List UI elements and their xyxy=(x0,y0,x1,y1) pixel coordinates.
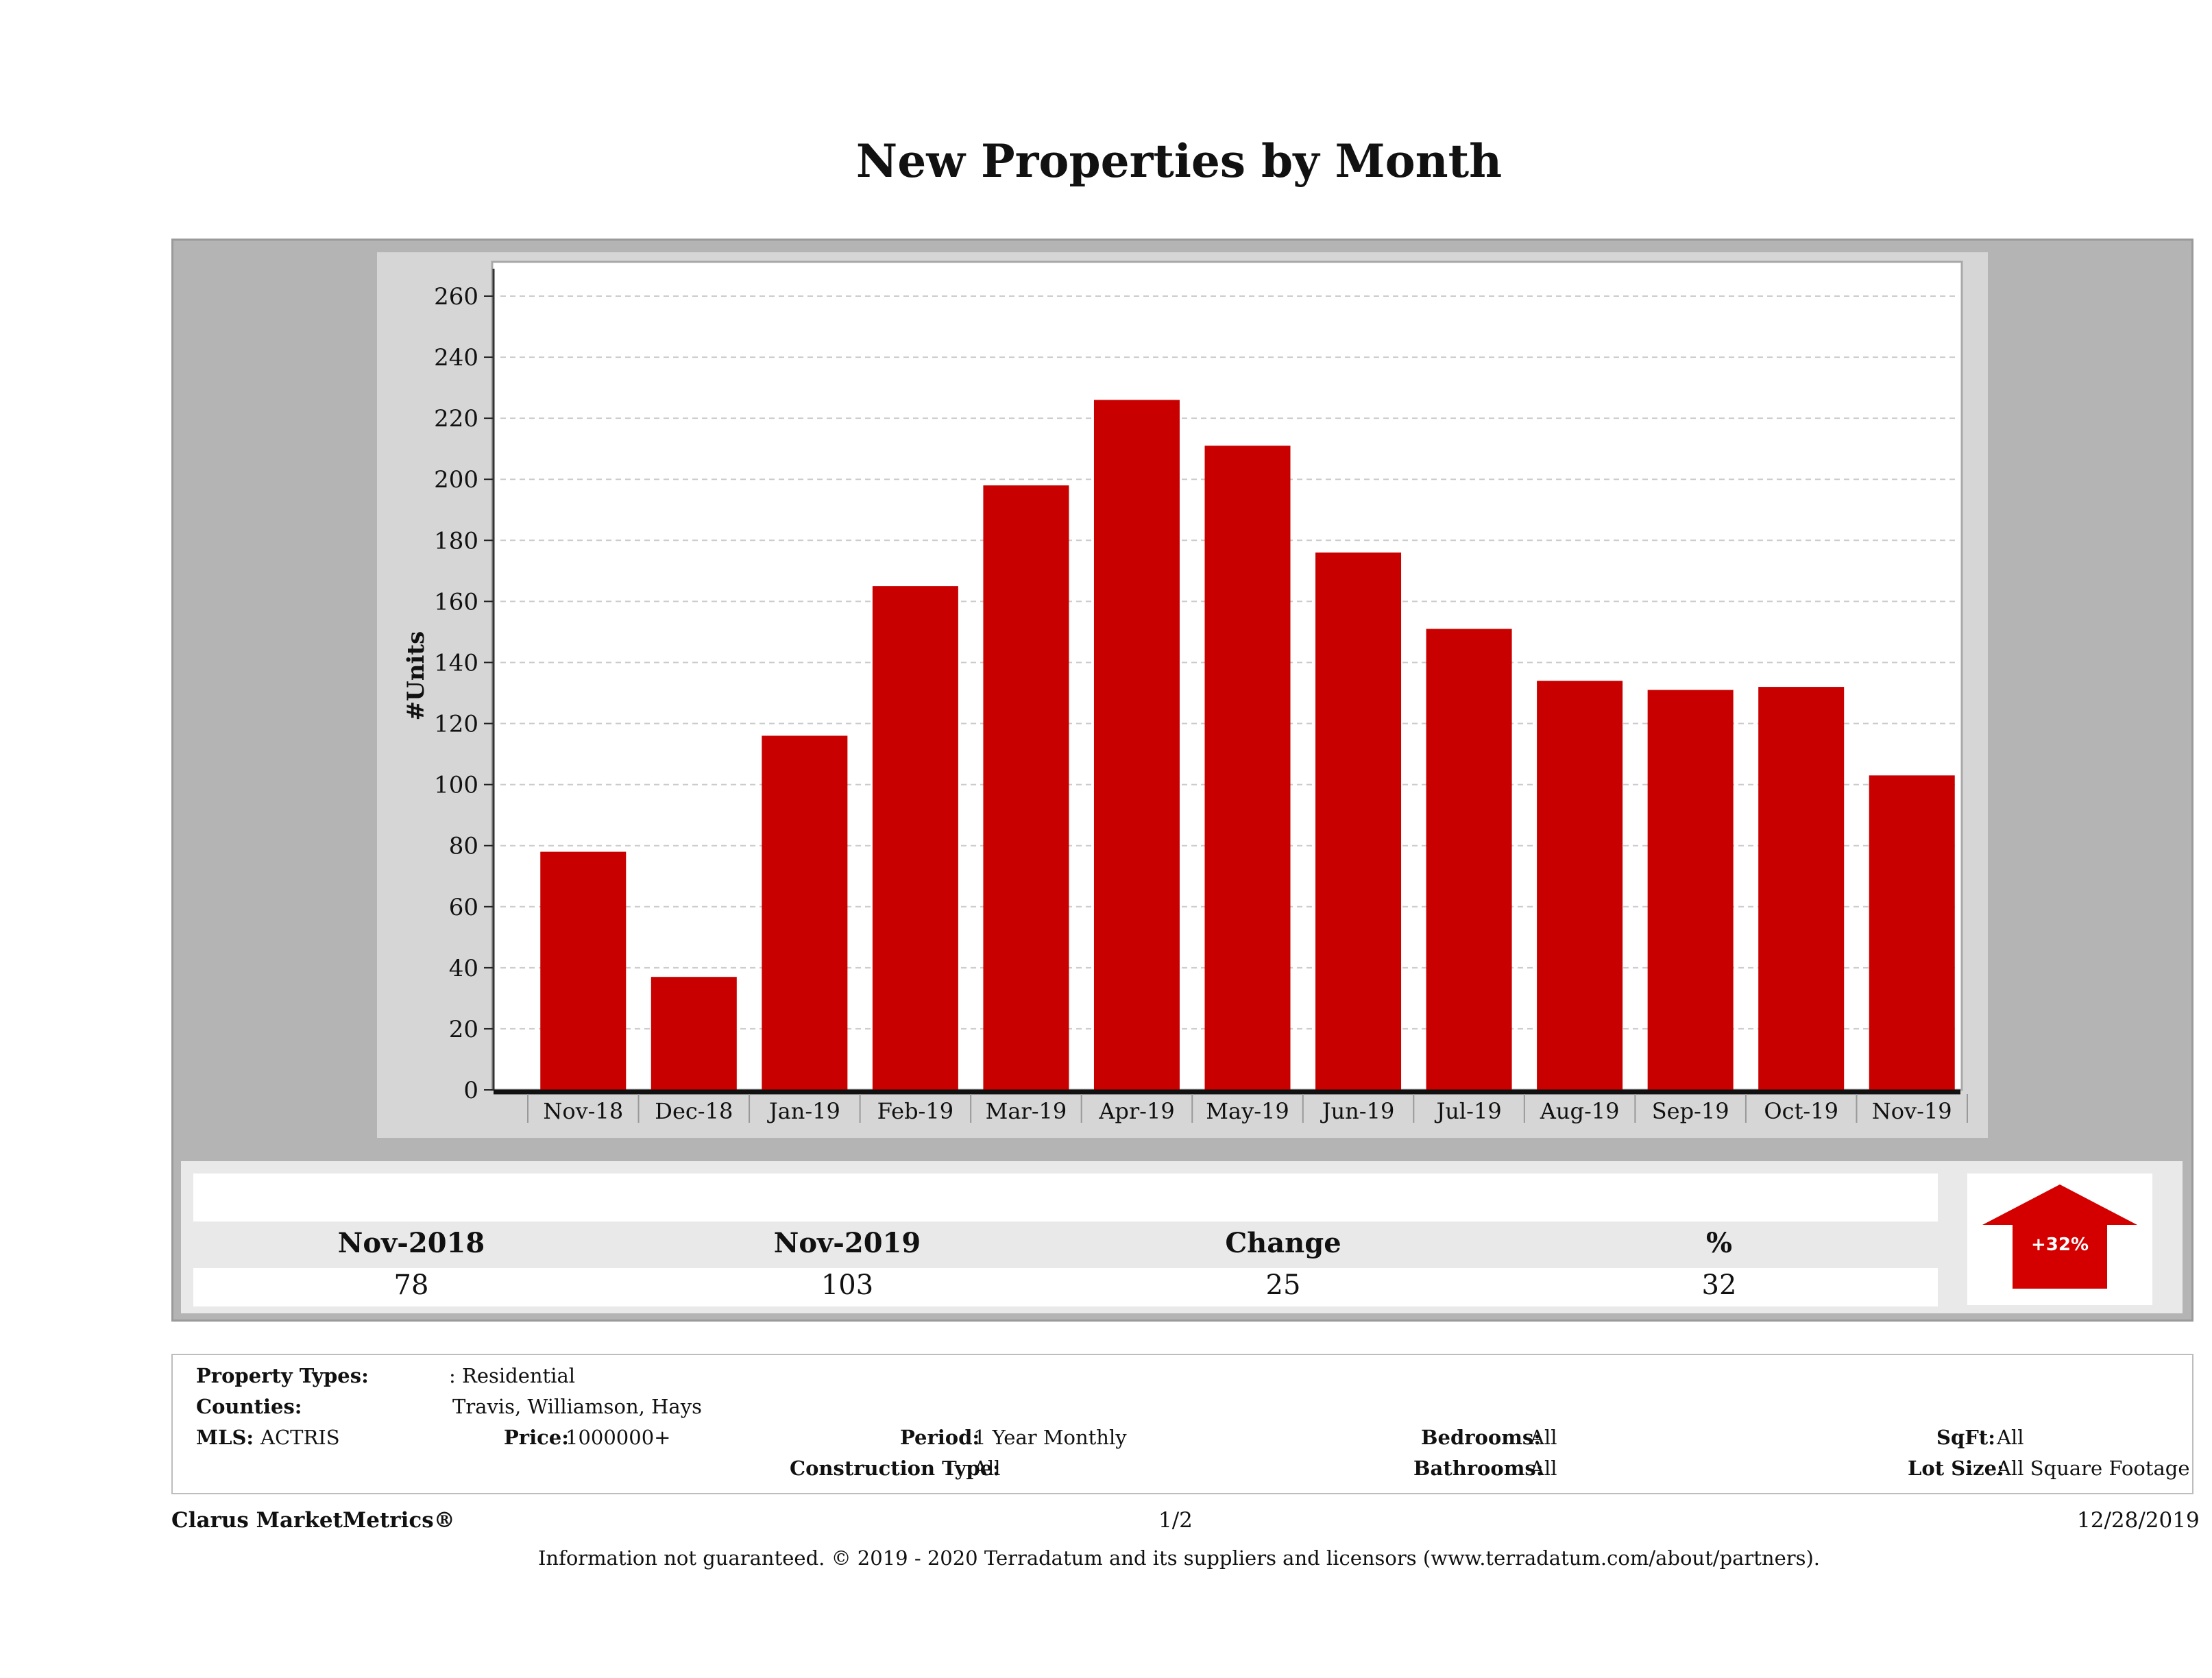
sqft-value: All xyxy=(1997,1426,2024,1449)
counties-label: Counties: xyxy=(196,1395,302,1418)
construction-type-label: Construction Type: xyxy=(790,1457,1000,1480)
x-tick-label: Dec-18 xyxy=(655,1098,733,1124)
y-tick-label: 100 xyxy=(434,772,478,799)
y-tick-label: 260 xyxy=(434,283,478,311)
lot-size-value: All Square Footage xyxy=(1997,1457,2190,1480)
summary-value-prev: 78 xyxy=(393,1269,429,1301)
x-tick-label: Nov-18 xyxy=(543,1098,623,1124)
x-tick-label: Jan-19 xyxy=(767,1098,840,1124)
bar-oct-19 xyxy=(1758,687,1845,1090)
y-tick-label: 40 xyxy=(449,955,478,982)
criteria-box xyxy=(171,1354,2193,1494)
bar-jul-19 xyxy=(1426,629,1512,1090)
bedrooms-value: All xyxy=(1530,1426,1557,1449)
bar-apr-19 xyxy=(1093,400,1180,1090)
bar-aug-19 xyxy=(1537,681,1623,1090)
y-tick-label: 240 xyxy=(434,344,478,372)
x-tick-label: Mar-19 xyxy=(986,1098,1067,1124)
y-axis-title: #Units xyxy=(402,631,430,721)
arrow-up-icon: +32% xyxy=(1982,1184,2137,1289)
x-tick-label: Aug-19 xyxy=(1540,1098,1620,1124)
x-tick-label: Feb-19 xyxy=(877,1098,953,1124)
y-tick-label: 80 xyxy=(449,833,478,860)
price-label: Price: xyxy=(504,1426,569,1449)
bar-nov-18 xyxy=(540,851,627,1090)
bathrooms-label: Bathrooms: xyxy=(1413,1457,1544,1480)
period-value: 1 Year Monthly xyxy=(973,1426,1127,1449)
summary-value-percent: 32 xyxy=(1701,1269,1737,1301)
bathrooms-value: All xyxy=(1530,1457,1557,1480)
x-tick-label: Oct-19 xyxy=(1764,1098,1838,1124)
property-types-label: Property Types: xyxy=(196,1364,369,1387)
lot-size-label: Lot Size: xyxy=(1908,1457,2004,1480)
summary-header-curr: Nov-2019 xyxy=(773,1227,921,1259)
y-tick-label: 160 xyxy=(434,588,478,616)
summary-header-percent: % xyxy=(1705,1227,1732,1259)
summary-header-prev: Nov-2018 xyxy=(337,1227,485,1259)
y-tick-label: 180 xyxy=(434,527,478,555)
mls-value: ACTRIS xyxy=(260,1426,340,1449)
bar-mar-19 xyxy=(983,485,1069,1090)
page-title: New Properties by Month xyxy=(855,134,1503,188)
construction-type-value: All xyxy=(973,1457,1001,1480)
y-tick-label: 140 xyxy=(434,649,478,677)
price-value: 1000000+ xyxy=(566,1426,671,1449)
period-label: Period: xyxy=(900,1426,980,1449)
y-tick-label: 60 xyxy=(449,894,478,921)
property-types-value: : Residential xyxy=(449,1364,576,1387)
bar-may-19 xyxy=(1204,446,1291,1090)
bar-dec-18 xyxy=(651,977,737,1090)
disclaimer: Information not guaranteed. © 2019 - 202… xyxy=(537,1546,1821,1570)
summary-value-change: 25 xyxy=(1265,1269,1301,1301)
mls-label: MLS: xyxy=(196,1426,254,1449)
x-tick-label: Apr-19 xyxy=(1098,1098,1174,1124)
bar-jun-19 xyxy=(1315,552,1402,1090)
y-tick-label: 200 xyxy=(434,466,478,494)
x-tick-label: Nov-19 xyxy=(1872,1098,1952,1124)
sqft-label: SqFt: xyxy=(1936,1426,1995,1449)
counties-value: Travis, Williamson, Hays xyxy=(452,1395,702,1418)
bar-feb-19 xyxy=(872,586,958,1090)
y-tick-label: 20 xyxy=(449,1016,478,1043)
y-tick-label: 0 xyxy=(463,1077,478,1104)
bar-jan-19 xyxy=(762,735,848,1090)
y-tick-label: 220 xyxy=(434,405,478,433)
bar-sep-19 xyxy=(1647,690,1734,1090)
bar-chart: 0 20 40 60 80 100 120 140 160 180 200 220 240 260 #Uni… xyxy=(402,260,1968,1124)
summary-value-curr: 103 xyxy=(821,1269,874,1301)
bar-nov-19 xyxy=(1869,775,1955,1090)
x-tick-label: Jul-19 xyxy=(1434,1098,1501,1124)
page-number: 1/2 xyxy=(1158,1508,1193,1533)
summary-header-change: Change xyxy=(1225,1227,1341,1259)
x-tick-label: May-19 xyxy=(1206,1098,1289,1124)
bedrooms-label: Bedrooms: xyxy=(1421,1426,1541,1449)
change-badge: +32% xyxy=(1967,1174,2152,1305)
change-badge-label: +32% xyxy=(2031,1235,2089,1255)
summary-values-row xyxy=(193,1268,1938,1306)
brand-name: Clarus MarketMetrics® xyxy=(171,1508,455,1533)
summary-spacer xyxy=(193,1174,1938,1221)
report-date: 12/28/2019 xyxy=(2077,1508,2200,1533)
x-tick-label: Sep-19 xyxy=(1652,1098,1729,1124)
x-tick-label: Jun-19 xyxy=(1320,1098,1395,1124)
y-tick-label: 120 xyxy=(434,711,478,738)
